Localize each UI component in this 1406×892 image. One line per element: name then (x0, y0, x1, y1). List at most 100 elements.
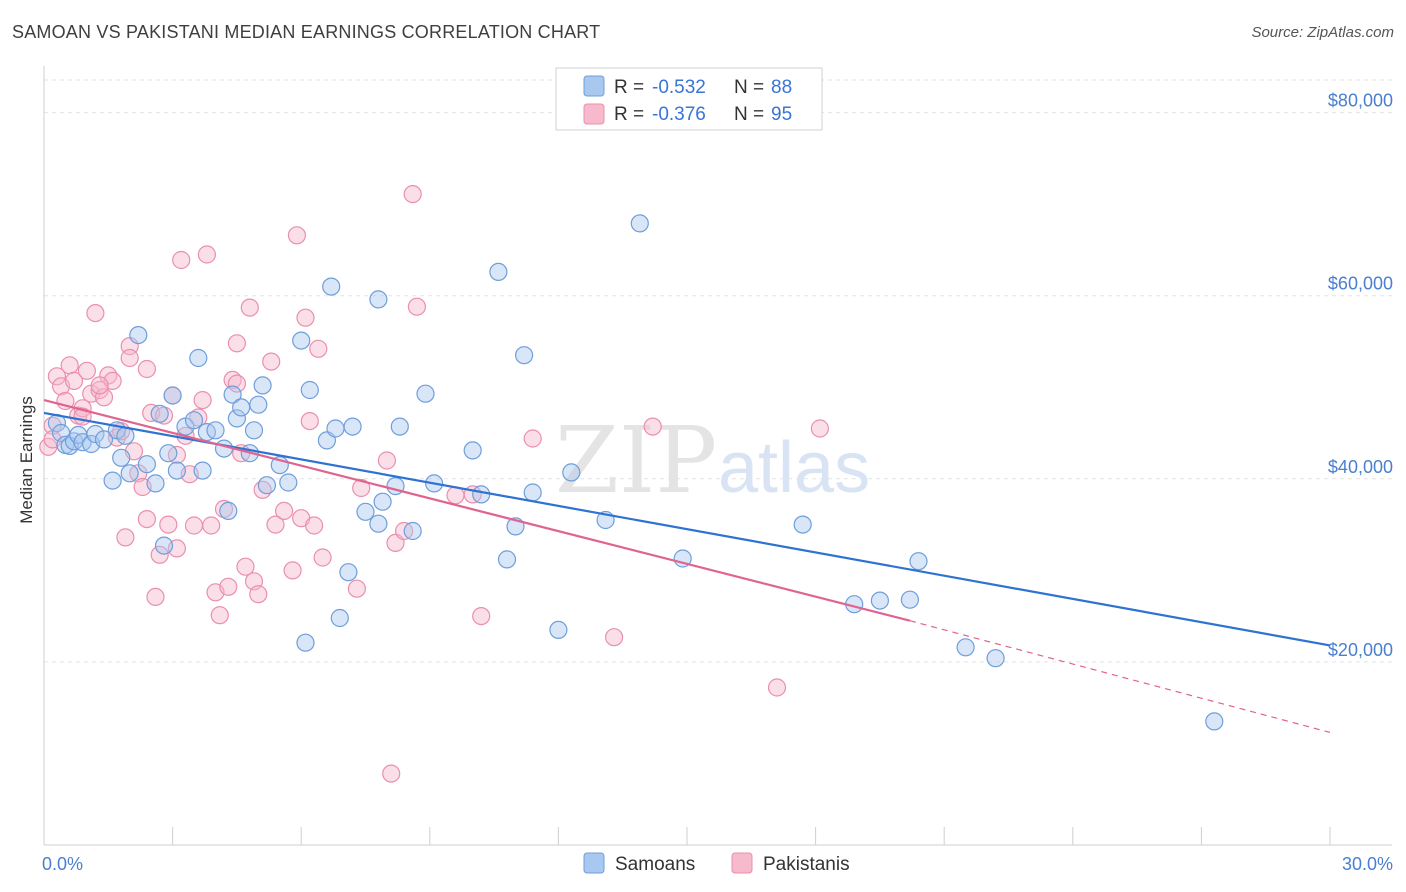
samoan-point-49 (343, 417, 362, 436)
pakistani-point-11 (86, 304, 105, 323)
pakistani-point-81 (90, 376, 109, 395)
pakistani-point-74 (523, 429, 542, 448)
pakistani-point-48 (240, 298, 259, 317)
pakistani-point-47 (236, 557, 255, 576)
chart-title: SAMOAN VS PAKISTANI MEDIAN EARNINGS CORR… (12, 22, 601, 42)
pakistani-point-76 (643, 417, 662, 436)
pakistani-point-29 (159, 515, 178, 534)
pakistani-point-59 (300, 412, 319, 431)
watermark-atlas: atlas (718, 428, 870, 508)
bottom-legend-swatch-pakistanis (731, 852, 753, 874)
samoan-point-78 (1205, 712, 1224, 731)
pakistani-point-56 (287, 226, 306, 245)
axes (43, 66, 1392, 846)
pakistani-point-38 (197, 245, 216, 264)
samoan-point-26 (193, 461, 212, 480)
pakistani-point-2 (47, 367, 67, 386)
samoan-point-19 (154, 536, 174, 555)
samoan-point-53 (373, 492, 392, 511)
samoan-point-73 (870, 591, 890, 610)
samoan-point-60 (472, 485, 491, 504)
samoan-point-61 (489, 262, 508, 281)
pakistani-point-75 (604, 628, 624, 647)
pakistani-point-73 (472, 606, 491, 626)
pakistani-point-27 (150, 545, 169, 564)
samoan-point-66 (549, 620, 568, 640)
pakistani-trend-extension (909, 620, 1331, 733)
pakistani-point-45 (227, 334, 246, 353)
samoan-point-47 (330, 608, 349, 628)
pakistani-point-9 (77, 361, 97, 380)
y-tick-label-3: $80,000 (1328, 91, 1393, 111)
watermark: ZIP atlas (555, 407, 870, 514)
samoan-point-65 (523, 483, 542, 502)
pakistani-point-82 (137, 509, 156, 529)
source-label: Source: ZipAtlas.com (1251, 24, 1394, 41)
pakistani-point-52 (262, 352, 281, 371)
pakistani-point-54 (275, 501, 294, 520)
pakistani-point-78 (810, 419, 830, 438)
legend-r-label-2: R = (614, 104, 644, 125)
pakistani-point-64 (352, 478, 371, 498)
pakistani-point-62 (313, 548, 332, 567)
samoan-point-28 (206, 421, 225, 440)
pakistani-point-55 (283, 561, 302, 580)
samoan-point-50 (356, 502, 375, 521)
data-points (39, 185, 1224, 783)
samoan-point-12 (112, 448, 131, 467)
pakistani-point-60 (305, 516, 324, 535)
bottom-legend-pakistanis: Pakistanis (763, 854, 850, 875)
legend-n-label-2: N = (734, 104, 764, 125)
samoan-point-21 (163, 386, 182, 405)
pakistani-point-69 (403, 185, 422, 204)
pakistani-point-50 (249, 585, 268, 604)
pakistani-point-63 (347, 579, 366, 598)
pakistani-point-84 (227, 374, 246, 393)
pakistani-point-13 (94, 388, 114, 407)
samoan-point-52 (369, 514, 388, 533)
pakistani-point-20 (120, 348, 139, 368)
y-tick-label-1: $40,000 (1328, 457, 1393, 477)
pakistani-point-43 (219, 577, 238, 596)
samoan-point-32 (227, 409, 246, 428)
samoan-point-37 (253, 376, 272, 395)
samoan-point-75 (909, 552, 928, 571)
pakistani-point-24 (137, 359, 156, 379)
samoan-point-38 (257, 476, 276, 495)
pakistani-point-61 (309, 339, 328, 358)
pakistani-point-53 (266, 515, 285, 534)
pakistani-point-6 (64, 371, 84, 390)
samoan-point-76 (956, 638, 975, 657)
pakistani-point-66 (382, 764, 401, 783)
pakistani-point-41 (210, 606, 229, 625)
samoan-point-41 (292, 331, 311, 350)
pakistani-point-18 (116, 528, 135, 547)
samoan-point-10 (103, 471, 122, 490)
samoan-point-45 (322, 277, 341, 296)
samoan-point-8 (86, 424, 105, 444)
samoan-point-43 (300, 380, 319, 400)
pakistani-trend-line (43, 399, 911, 622)
samoan-point-25 (189, 348, 208, 368)
legend-r-value-1: -0.532 (652, 77, 706, 98)
x-tick-labels: 0.0% 30.0% (42, 854, 1393, 874)
samoan-point-71 (793, 515, 812, 534)
legend-swatch-pakistanis (583, 103, 605, 125)
samoan-point-16 (137, 455, 156, 474)
samoan-point-42 (296, 633, 315, 652)
y-tick-label-0: $20,000 (1328, 640, 1393, 660)
samoan-point-48 (339, 563, 358, 582)
pakistani-point-5 (60, 356, 79, 375)
pakistani-point-77 (767, 678, 787, 697)
samoan-point-36 (249, 395, 268, 414)
legend-r-label-1: R = (614, 77, 644, 98)
legend-n-value-1: 88 (771, 77, 792, 98)
legend-n-label-1: N = (734, 77, 764, 98)
legend: R = -0.532 N = 88 R = -0.376 N = 95 (555, 67, 823, 131)
pakistani-point-65 (377, 451, 396, 470)
bottom-legend-samoans: Samoans (615, 854, 695, 875)
pakistani-point-58 (296, 308, 315, 327)
samoan-point-24 (184, 411, 204, 430)
samoan-point-59 (463, 441, 482, 460)
legend-swatch-samoans (583, 75, 605, 97)
